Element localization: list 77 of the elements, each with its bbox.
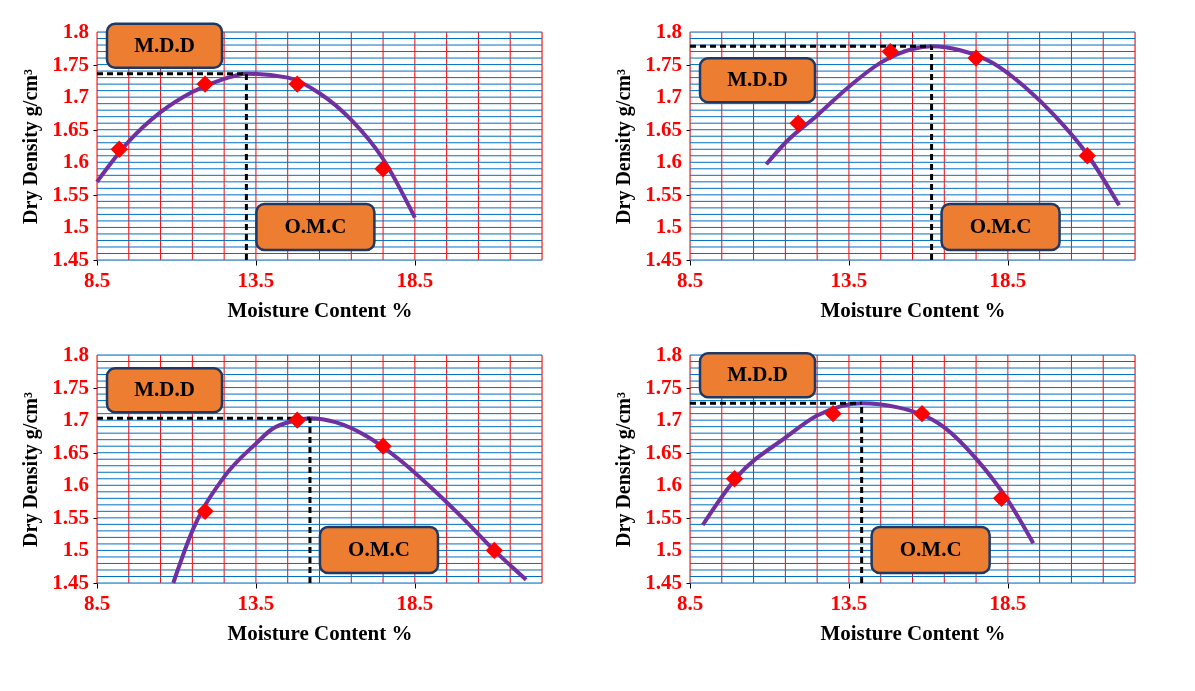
y-tick-label: 1.6 bbox=[62, 472, 89, 497]
x-tick-label: 8.5 bbox=[676, 268, 704, 292]
x-tick-label: 13.5 bbox=[237, 591, 275, 615]
point bbox=[789, 114, 807, 132]
x-tick-label: 18.5 bbox=[989, 268, 1027, 292]
y-tick-label: 1.45 bbox=[645, 247, 682, 271]
y-tick-label: 1.8 bbox=[655, 19, 682, 43]
ref-line-label: M.D.D bbox=[727, 362, 788, 387]
point bbox=[485, 541, 503, 560]
ref-line-label: O.M.C bbox=[969, 214, 1032, 238]
ref-line-label: O.M.C bbox=[284, 214, 347, 238]
y-tick-label: 1.6 bbox=[655, 149, 682, 174]
x-tick-label: 8.5 bbox=[83, 268, 111, 292]
y-axis-title: Dry Density g/cm³ bbox=[19, 69, 42, 224]
y-tick-label: 1.75 bbox=[52, 51, 89, 76]
x-axis-title: Moisture Content % bbox=[227, 621, 413, 645]
line-series bbox=[95, 71, 417, 220]
point bbox=[196, 502, 214, 520]
x-axis-title: Moisture Content % bbox=[227, 298, 413, 322]
point bbox=[725, 470, 744, 488]
x-tick-label: 18.5 bbox=[396, 591, 434, 615]
point bbox=[288, 75, 306, 93]
point bbox=[881, 42, 899, 61]
y-tick-label: 1.55 bbox=[645, 181, 682, 206]
ref-line-label: O.M.C bbox=[348, 537, 410, 561]
ref-line-label: M.D.D bbox=[727, 67, 788, 92]
y-tick-label: 1.75 bbox=[645, 51, 682, 76]
y-tick-label: 1.8 bbox=[62, 19, 89, 43]
x-axis-title: Moisture Content % bbox=[820, 621, 1006, 645]
x-tick-label: 13.5 bbox=[237, 268, 275, 292]
point bbox=[374, 437, 392, 455]
point bbox=[196, 75, 214, 93]
point bbox=[824, 404, 842, 423]
y-tick-label: 1.65 bbox=[645, 439, 682, 464]
y-tick-label: 1.45 bbox=[52, 570, 89, 594]
y-tick-label: 1.75 bbox=[645, 374, 682, 399]
y-tick-label: 1.5 bbox=[62, 214, 89, 239]
y-tick-label: 1.6 bbox=[62, 149, 89, 174]
y-tick-label: 1.55 bbox=[645, 504, 682, 529]
y-tick-label: 1.65 bbox=[52, 116, 89, 141]
x-tick-label: 18.5 bbox=[989, 591, 1027, 615]
x-tick-label: 8.5 bbox=[83, 591, 111, 615]
y-tick-label: 1.7 bbox=[655, 407, 682, 432]
point bbox=[913, 404, 931, 423]
y-axis-title: Dry Density g/cm³ bbox=[19, 392, 42, 547]
y-tick-label: 1.5 bbox=[655, 214, 682, 239]
y-tick-label: 1.8 bbox=[655, 342, 682, 366]
y-tick-label: 1.5 bbox=[655, 537, 682, 562]
y-tick-label: 1.8 bbox=[62, 342, 89, 366]
x-tick-label: 8.5 bbox=[676, 591, 704, 615]
x-tick-label: 18.5 bbox=[396, 268, 434, 292]
ref-line-label: M.D.D bbox=[134, 377, 195, 402]
y-tick-label: 1.55 bbox=[52, 504, 89, 529]
point bbox=[1078, 147, 1096, 165]
point bbox=[288, 411, 306, 429]
y-tick-label: 1.7 bbox=[62, 407, 89, 432]
y-tick-label: 1.75 bbox=[52, 374, 89, 399]
y-tick-label: 1.45 bbox=[52, 247, 89, 271]
y-tick-label: 1.7 bbox=[62, 84, 89, 109]
y-tick-label: 1.55 bbox=[52, 181, 89, 206]
y-axis-title: Dry Density g/cm³ bbox=[612, 69, 635, 224]
y-tick-label: 1.65 bbox=[52, 439, 89, 464]
x-tick-label: 13.5 bbox=[830, 591, 868, 615]
ref-line-label: O.M.C bbox=[899, 537, 962, 561]
x-tick-label: 13.5 bbox=[830, 268, 868, 292]
y-tick-label: 1.7 bbox=[655, 84, 682, 109]
point bbox=[992, 489, 1011, 507]
point bbox=[967, 49, 985, 67]
point bbox=[374, 160, 392, 178]
y-axis-title: Dry Density g/cm³ bbox=[612, 392, 635, 547]
point bbox=[110, 140, 128, 158]
y-tick-label: 1.45 bbox=[645, 570, 682, 594]
x-axis-title: Moisture Content % bbox=[820, 298, 1006, 322]
y-tick-label: 1.5 bbox=[62, 537, 89, 562]
y-tick-label: 1.6 bbox=[655, 472, 682, 497]
ref-line-label: M.D.D bbox=[134, 32, 195, 57]
y-tick-label: 1.65 bbox=[645, 116, 682, 141]
